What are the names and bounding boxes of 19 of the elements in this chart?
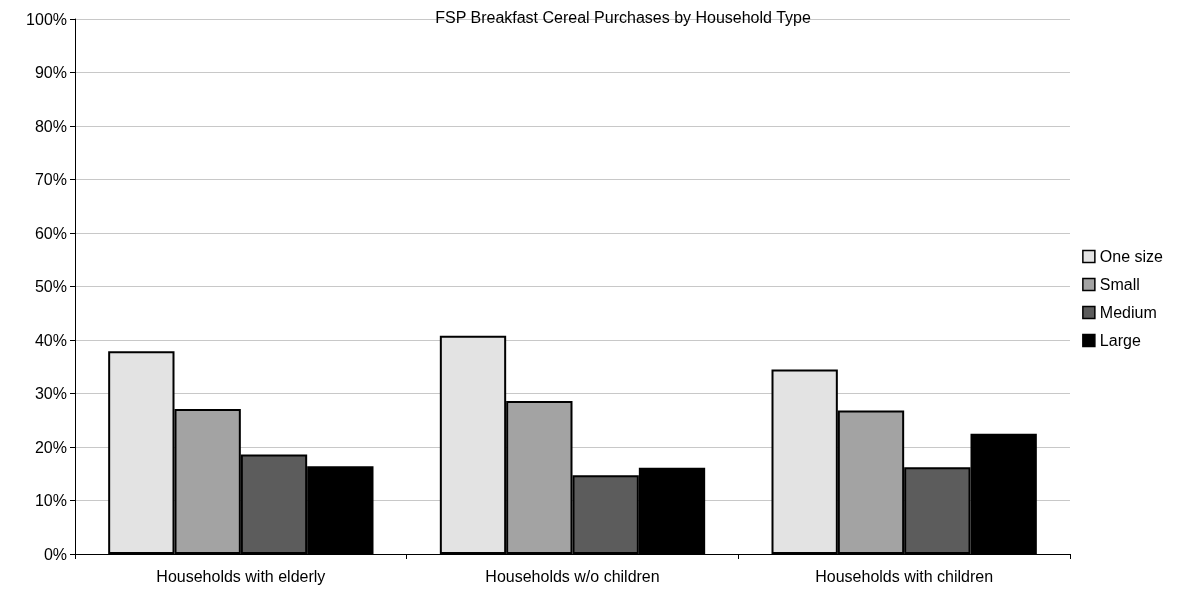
x-tick-label: Households with elderly (156, 567, 326, 585)
y-tick-label: 90% (34, 64, 67, 81)
y-tick-label: 80% (34, 117, 67, 135)
y-tick-label: 60% (34, 224, 67, 242)
x-tick-label: Households with children (815, 567, 994, 585)
legend-label: Medium (1099, 304, 1157, 321)
y-tick-label: 40% (34, 331, 67, 349)
legend-label: Large (1099, 332, 1141, 349)
y-tick-label: 10% (34, 492, 67, 509)
y-tick-label: 100% (26, 10, 67, 28)
legend-label: One size (1099, 248, 1164, 265)
y-tick-label: 50% (34, 278, 67, 295)
y-tick-label: 70% (34, 171, 67, 188)
y-tick-label: 20% (34, 438, 67, 456)
chart-title: FSP Breakfast Cereal Purchases by Household Type (435, 8, 811, 26)
legend-label: Small (1099, 276, 1140, 293)
y-tick-label: 30% (34, 385, 67, 402)
x-tick-label: Households w/o children (485, 567, 660, 585)
y-tick-label: 0% (43, 545, 67, 563)
